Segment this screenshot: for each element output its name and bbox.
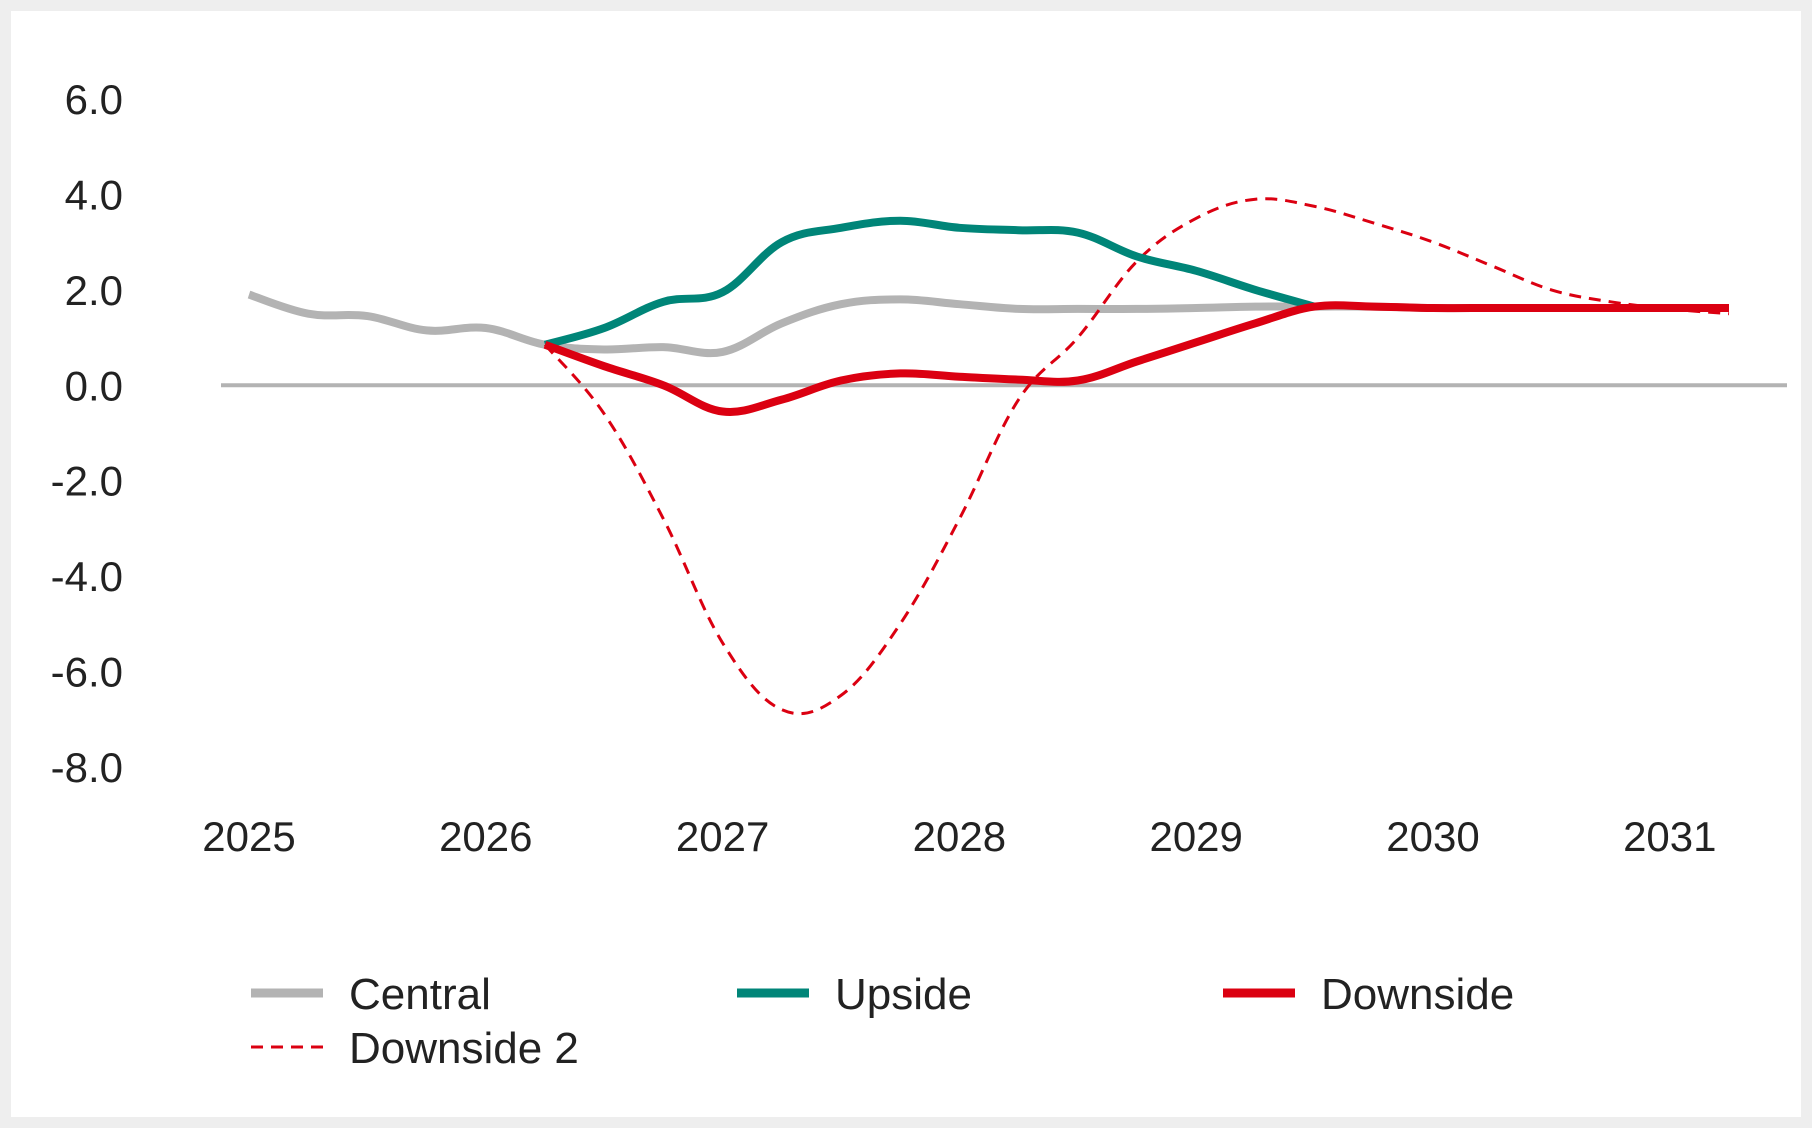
legend-label-downside-2: Downside 2 bbox=[349, 1024, 579, 1073]
y-tick-label: 2.0 bbox=[65, 267, 123, 314]
x-tick-label: 2028 bbox=[913, 813, 1006, 860]
series-line-downside bbox=[543, 301, 1729, 416]
x-tick-label: 2025 bbox=[202, 813, 295, 860]
line-chart: 6.04.02.00.0-2.0-4.0-6.0-8.0 2025 2026 202… bbox=[51, 76, 1787, 1073]
series-line-upside bbox=[543, 216, 1316, 349]
series-lines bbox=[247, 197, 1730, 716]
y-tick-label: 4.0 bbox=[65, 171, 123, 218]
x-axis-tick-labels: 2025 2026 2027 2028 2029 2030 2031 bbox=[202, 813, 1716, 860]
y-axis-tick-labels: 6.0 4.0 2.0 0.0 -2.0 -4.0 -6.0 -8.0 bbox=[51, 76, 123, 791]
x-tick-label: 2029 bbox=[1149, 813, 1242, 860]
series-line-central bbox=[247, 290, 1729, 358]
legend-label-central: Central bbox=[349, 970, 491, 1019]
x-tick-label: 2030 bbox=[1386, 813, 1479, 860]
y-tick-label: -8.0 bbox=[51, 744, 123, 791]
y-tick-label: -2.0 bbox=[51, 458, 123, 505]
x-tick-label: 2031 bbox=[1623, 813, 1716, 860]
x-tick-label: 2027 bbox=[676, 813, 769, 860]
y-tick-label: 6.0 bbox=[65, 76, 123, 123]
y-tick-label: -4.0 bbox=[51, 553, 123, 600]
legend-label-upside: Upside bbox=[835, 970, 972, 1019]
x-tick-label: 2026 bbox=[439, 813, 532, 860]
series-line-downside-2 bbox=[543, 197, 1730, 716]
legend: Central Upside Downside Downside 2 bbox=[251, 970, 1514, 1073]
y-tick-label: -6.0 bbox=[51, 649, 123, 696]
legend-label-downside: Downside bbox=[1321, 970, 1514, 1019]
y-tick-label: 0.0 bbox=[65, 362, 123, 409]
